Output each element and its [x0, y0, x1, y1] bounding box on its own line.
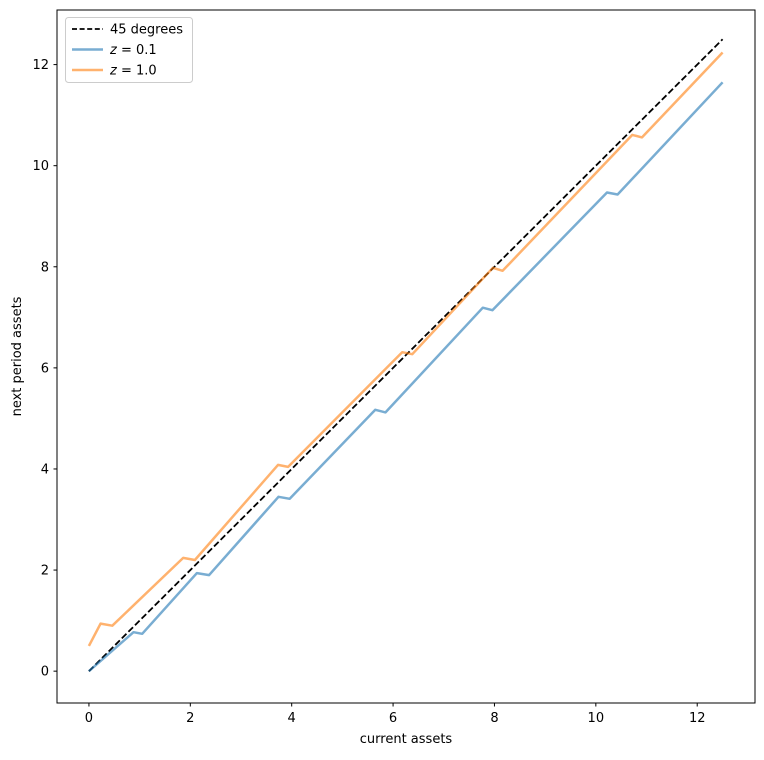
x-axis-label: current assets	[360, 732, 453, 747]
y-tick-label: 0	[41, 665, 49, 680]
y-tick-label: 8	[41, 260, 49, 275]
x-tick-label: 10	[588, 711, 605, 726]
legend-label-1: z = 0.1	[109, 43, 157, 58]
x-tick-label: 2	[186, 711, 194, 726]
y-tick-label: 6	[41, 361, 49, 376]
series-line-1	[88, 81, 724, 673]
y-axis-label: next period assets	[10, 296, 25, 416]
x-tick-label: 0	[85, 711, 93, 726]
x-tick-label: 12	[689, 711, 706, 726]
x-tick-label: 8	[490, 711, 498, 726]
y-tick-label: 10	[32, 159, 49, 174]
legend-box	[65, 17, 193, 83]
y-tick-label: 2	[41, 564, 49, 579]
legend: 45 degrees z = 0.1 z = 1.0	[65, 17, 193, 83]
legend-label-0: 45 degrees	[110, 23, 183, 38]
y-tick-label: 4	[41, 462, 49, 477]
plot-area: 0 2 4 6 8 10 12 0 2 4 6 8 10 12 current assets next per…	[10, 9, 756, 747]
series-line-2	[87, 51, 724, 647]
x-tick-label: 6	[389, 711, 397, 726]
legend-label-2: z = 1.0	[109, 64, 157, 79]
y-tick-label: 12	[32, 58, 49, 73]
plot-frame	[56, 9, 756, 704]
series-line-0	[88, 38, 724, 672]
x-tick-label: 4	[288, 711, 296, 726]
